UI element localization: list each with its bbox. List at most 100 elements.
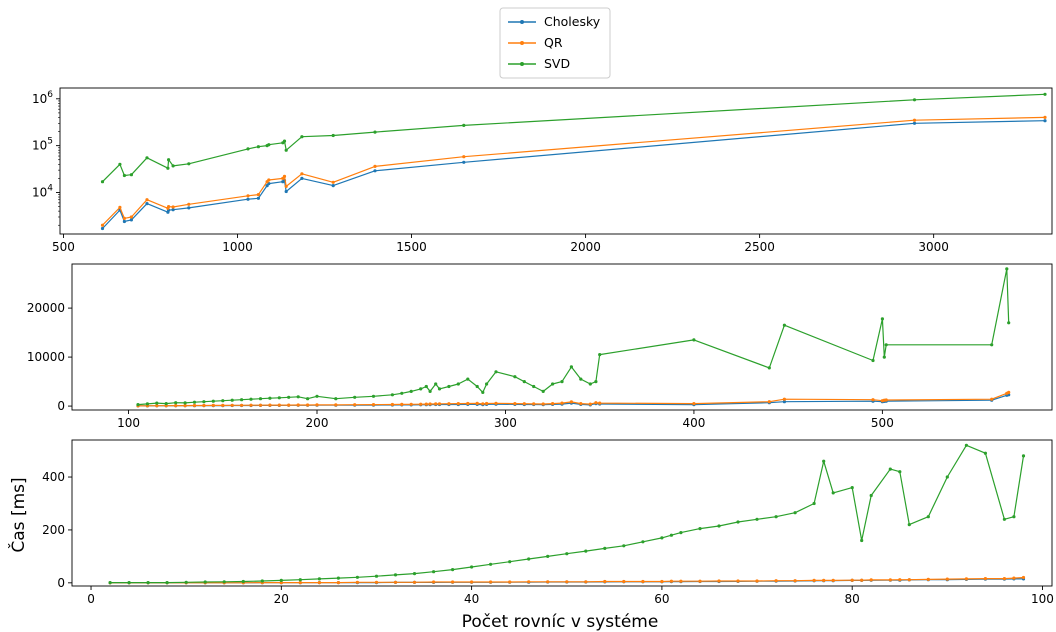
x-tick-label: 400 xyxy=(682,416,705,430)
data-point-svd xyxy=(462,123,466,127)
data-point-svd xyxy=(203,580,207,584)
data-point-svd xyxy=(355,575,359,579)
data-point-svd xyxy=(603,546,607,551)
data-point-svd xyxy=(755,517,759,521)
data-point-svd xyxy=(692,338,696,342)
data-point-qr xyxy=(155,404,159,408)
data-point-svd xyxy=(1002,517,1007,521)
data-point-svd xyxy=(298,578,302,582)
y-tick-label: 0 xyxy=(57,399,65,413)
data-point-qr xyxy=(1002,577,1007,581)
data-point-qr xyxy=(522,402,526,406)
data-point-qr xyxy=(767,400,771,404)
y-tick-label: 105 xyxy=(32,137,53,153)
data-point-svd xyxy=(527,557,531,561)
data-point-qr xyxy=(755,579,759,583)
panel-log-scale: 500 1000 1500 2000 2500 3000 104 105 106 xyxy=(32,87,1053,254)
data-point-qr xyxy=(145,198,149,202)
data-point-svd xyxy=(898,470,902,474)
data-point-svd xyxy=(334,397,338,401)
data-point-cholesky xyxy=(171,208,175,212)
data-point-qr xyxy=(400,402,404,406)
x-tick-label: 0 xyxy=(87,592,95,606)
legend-entry-svd: SVD xyxy=(508,56,570,71)
data-point-cholesky xyxy=(1043,119,1047,123)
data-point-svd xyxy=(174,401,178,405)
data-point-qr xyxy=(432,580,436,584)
data-point-qr xyxy=(679,579,683,583)
data-point-svd xyxy=(171,164,175,168)
data-point-qr xyxy=(187,202,191,206)
x-tick-label: 80 xyxy=(845,592,860,606)
data-point-qr xyxy=(1012,576,1016,580)
data-point-cholesky xyxy=(782,400,787,404)
x-tick-label: 500 xyxy=(871,416,894,430)
x-tick-label: 200 xyxy=(306,416,329,430)
data-point-svd xyxy=(284,148,288,152)
data-point-qr xyxy=(869,578,873,582)
data-point-qr xyxy=(279,581,283,585)
data-point-svd xyxy=(412,572,417,576)
data-point-svd xyxy=(546,554,550,559)
series-line-qr xyxy=(102,116,1046,226)
data-point-svd xyxy=(888,467,892,471)
y-tick-label: 20000 xyxy=(27,301,65,315)
data-point-qr xyxy=(546,580,550,584)
data-point-qr xyxy=(669,579,674,583)
data-point-qr xyxy=(298,581,302,585)
data-point-svd xyxy=(1043,92,1047,96)
x-tick-label: 2500 xyxy=(744,240,775,254)
data-point-svd xyxy=(145,402,149,406)
data-point-svd xyxy=(122,173,126,178)
data-point-svd xyxy=(166,166,170,170)
data-point-qr xyxy=(579,402,583,406)
legend-label-svd: SVD xyxy=(544,56,570,71)
data-point-qr xyxy=(926,577,930,582)
data-point-svd xyxy=(470,565,474,569)
data-point-svd xyxy=(118,162,122,166)
data-point-svd xyxy=(353,395,357,399)
data-point-svd xyxy=(489,562,493,566)
data-point-svd xyxy=(108,581,112,585)
data-point-qr xyxy=(990,397,994,401)
data-point-qr xyxy=(456,402,460,406)
legend: Cholesky QR SVD xyxy=(499,7,611,79)
data-point-svd xyxy=(249,397,253,401)
data-point-qr xyxy=(428,402,432,406)
axes-frame xyxy=(71,439,1053,587)
data-point-svd xyxy=(277,396,281,400)
data-point-qr xyxy=(898,578,902,582)
data-point-qr xyxy=(717,579,721,583)
data-point-svd xyxy=(336,576,340,580)
data-point-svd xyxy=(409,389,413,393)
x-tick-label: 100 xyxy=(117,416,140,430)
data-point-cholesky xyxy=(145,202,149,206)
legend-entry-qr: QR xyxy=(508,35,563,50)
data-point-qr xyxy=(793,579,797,583)
data-point-cholesky xyxy=(373,169,377,173)
data-point-svd xyxy=(432,570,436,574)
data-point-svd xyxy=(184,580,188,584)
data-point-cholesky xyxy=(331,184,335,188)
data-point-cholesky xyxy=(100,226,105,231)
data-point-svd xyxy=(588,382,592,386)
data-point-qr xyxy=(541,402,545,406)
data-point-svd xyxy=(241,579,245,584)
data-point-qr xyxy=(603,579,607,584)
data-point-svd xyxy=(532,384,536,389)
data-point-qr xyxy=(424,402,428,406)
data-point-svd xyxy=(296,395,300,399)
data-point-qr xyxy=(964,577,969,581)
data-point-qr xyxy=(774,579,778,583)
y-tick-label: 0 xyxy=(57,576,65,590)
data-point-qr xyxy=(584,580,588,584)
data-point-svd xyxy=(374,574,379,578)
data-point-qr xyxy=(588,402,592,406)
data-point-qr xyxy=(336,581,340,585)
data-point-qr xyxy=(393,580,398,584)
data-point-svd xyxy=(964,443,969,447)
data-point-svd xyxy=(880,317,885,321)
data-point-qr xyxy=(268,403,272,407)
x-tick-label: 40 xyxy=(464,592,479,606)
data-point-svd xyxy=(1007,321,1011,325)
